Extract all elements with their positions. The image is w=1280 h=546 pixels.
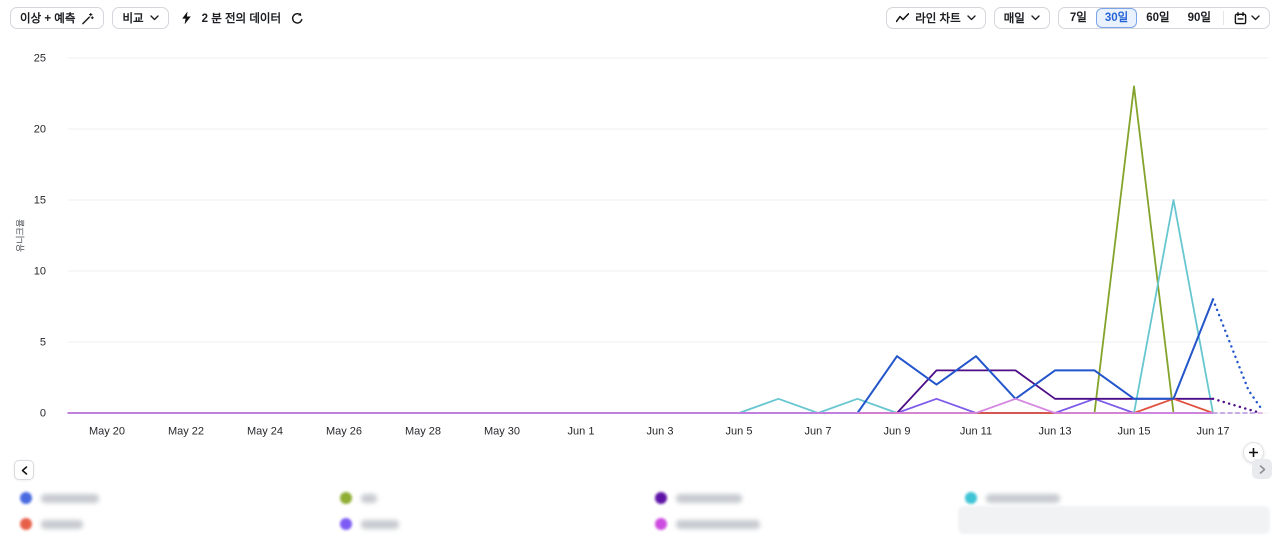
series-blue[interactable] <box>67 299 1214 414</box>
svg-text:15: 15 <box>34 195 46 207</box>
svg-text:Jun 11: Jun 11 <box>960 426 992 438</box>
chevron-down-icon <box>149 15 159 21</box>
legend <box>0 442 1280 546</box>
svg-text:May 24: May 24 <box>247 426 283 438</box>
calendar-icon <box>1234 11 1247 25</box>
legend-dot <box>965 492 977 504</box>
legend-item[interactable] <box>20 517 83 531</box>
svg-text:20: 20 <box>34 124 46 136</box>
lightning-icon[interactable] <box>181 11 192 25</box>
chart-area: 0 5 10 15 20 25 May 20 May 22 May 24 May 26 May 28… <box>0 0 1280 445</box>
toolbar-right: 라인 차트 매일 7일 30일 60일 90일 <box>886 7 1270 29</box>
legend-item[interactable] <box>655 517 760 531</box>
chevron-right-icon <box>1259 464 1266 474</box>
interval-label: 매일 <box>1003 13 1025 25</box>
legend-dot <box>340 518 352 530</box>
range-option-7d[interactable]: 7일 <box>1069 12 1087 24</box>
svg-text:Jun 13: Jun 13 <box>1038 426 1071 438</box>
series-pink[interactable] <box>67 397 1214 414</box>
legend-dot <box>655 492 667 504</box>
refresh-icon[interactable] <box>291 12 304 25</box>
legend-label-redacted <box>361 493 377 503</box>
legend-dot <box>20 518 32 530</box>
series-olive[interactable] <box>67 85 1214 414</box>
line-chart-icon <box>896 13 910 23</box>
legend-overflow-panel <box>958 506 1270 534</box>
svg-text:25: 25 <box>34 53 46 65</box>
series-violet[interactable] <box>67 397 1214 414</box>
chart-type-label: 라인 차트 <box>915 13 961 25</box>
data-freshness-label: 2 분 전의 데이터 <box>201 13 282 25</box>
svg-text:Jun 9: Jun 9 <box>884 426 911 438</box>
legend-item[interactable] <box>340 491 377 505</box>
compare-button[interactable]: 비교 <box>112 7 169 29</box>
range-option-90d[interactable]: 90일 <box>1187 12 1211 24</box>
series-indigo[interactable] <box>67 369 1214 414</box>
legend-item[interactable] <box>340 517 399 531</box>
calendar-button[interactable] <box>1227 10 1267 27</box>
chevron-down-icon <box>1031 15 1040 21</box>
svg-text:May 26: May 26 <box>326 426 362 438</box>
range-selector: 7일 30일 60일 90일 <box>1057 7 1270 29</box>
chevron-left-icon <box>21 465 28 475</box>
legend-next-button[interactable] <box>1252 459 1272 479</box>
legend-label-redacted <box>41 519 83 529</box>
plus-icon <box>1249 448 1258 457</box>
svg-text:May 20: May 20 <box>89 426 125 438</box>
legend-item[interactable] <box>655 491 742 505</box>
legend-label-redacted <box>676 519 760 529</box>
svg-text:May 22: May 22 <box>168 426 204 438</box>
chart-type-button[interactable]: 라인 차트 <box>886 7 986 29</box>
anomaly-forecast-button[interactable]: 이상 + 예측 <box>10 7 105 29</box>
forecast-dotted-line <box>1211 298 1264 412</box>
svg-text:Jun 5: Jun 5 <box>726 426 753 438</box>
svg-text:5: 5 <box>40 337 46 349</box>
svg-text:May 28: May 28 <box>405 426 441 438</box>
svg-text:10: 10 <box>34 266 46 278</box>
legend-label-redacted <box>986 493 1060 503</box>
svg-text:Jun 3: Jun 3 <box>647 426 674 438</box>
toolbar: 이상 + 예측 비교 2 분 전의 데이터 라인 차트 <box>0 0 1280 36</box>
series-red[interactable] <box>67 397 1214 414</box>
legend-label-redacted <box>41 493 99 503</box>
wand-icon <box>81 12 95 25</box>
forecast-dotted-line <box>1211 397 1262 415</box>
anomaly-forecast-label: 이상 + 예측 <box>20 13 76 25</box>
svg-text:0: 0 <box>40 408 46 420</box>
interval-button[interactable]: 매일 <box>993 7 1050 29</box>
legend-dot <box>655 518 667 530</box>
legend-prev-button[interactable] <box>14 460 34 480</box>
legend-label-redacted <box>361 519 399 529</box>
legend-dot <box>20 492 32 504</box>
chevron-down-icon <box>1251 15 1260 21</box>
svg-text:Jun 1: Jun 1 <box>568 426 595 438</box>
divider <box>1223 11 1224 25</box>
svg-text:Jun 15: Jun 15 <box>1117 426 1150 438</box>
svg-text:Jun 17: Jun 17 <box>1196 426 1229 438</box>
legend-label-redacted <box>676 493 742 503</box>
range-option-60d[interactable]: 60일 <box>1146 12 1170 24</box>
range-option-30d-selected[interactable]: 30일 <box>1095 8 1138 28</box>
toolbar-left: 이상 + 예측 비교 2 분 전의 데이터 <box>10 7 304 29</box>
compare-label: 비교 <box>122 13 144 25</box>
svg-text:Jun 7: Jun 7 <box>805 426 832 438</box>
line-chart-canvas[interactable]: 0 5 10 15 20 25 May 20 May 22 May 24 May 26 May 28… <box>0 0 1280 445</box>
svg-text:유니크율: 유니크율 <box>16 219 26 252</box>
legend-dot <box>340 492 352 504</box>
svg-text:May 30: May 30 <box>484 426 520 438</box>
legend-item[interactable] <box>965 491 1060 505</box>
chevron-down-icon <box>967 15 976 21</box>
legend-item[interactable] <box>20 491 99 505</box>
